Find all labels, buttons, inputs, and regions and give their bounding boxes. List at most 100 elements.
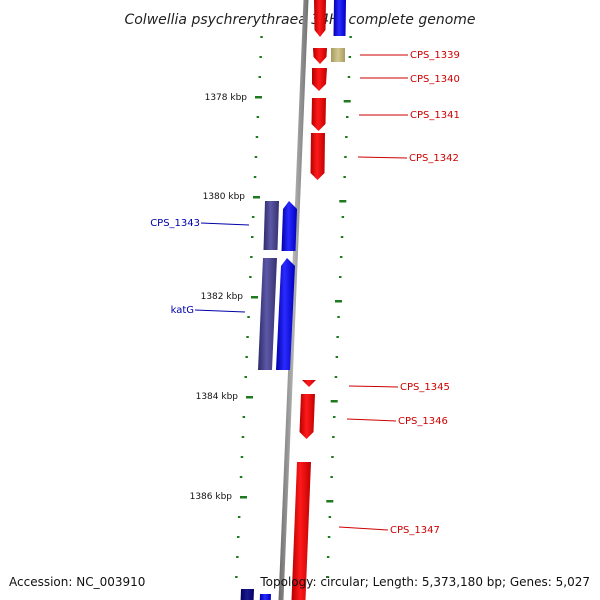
leader-line-cps-1345 bbox=[348, 385, 399, 388]
reverse-gene-bottom bbox=[259, 594, 271, 600]
right-major-tick bbox=[335, 300, 342, 303]
right-minor-tick bbox=[346, 116, 349, 118]
left-minor-tick bbox=[237, 516, 241, 518]
leader-line-cps-1342 bbox=[357, 156, 408, 159]
left-minor-tick bbox=[251, 216, 255, 218]
misc-feature-cps-1339 bbox=[331, 48, 345, 62]
left-minor-tick bbox=[239, 476, 243, 478]
left-minor-tick bbox=[245, 356, 248, 358]
major-tick-group: 1378 kbp 1380 kbp 1382 kbp 1384 kbp 1386… bbox=[190, 93, 262, 502]
right-minor-tick bbox=[339, 256, 343, 258]
right-minor-tick bbox=[339, 276, 342, 278]
gene-label-cps-1341[interactable]: CPS_1341 bbox=[410, 110, 460, 121]
leader-lines bbox=[194, 54, 408, 531]
gene-labels: CPS_1343 katG CPS_1339 CPS_1340 CPS_1341… bbox=[150, 50, 460, 536]
left-minor-tick bbox=[246, 336, 249, 338]
left-minor-tick bbox=[237, 536, 240, 538]
right-major-tick bbox=[330, 400, 338, 403]
left-minor-tick bbox=[240, 456, 244, 458]
tick-label-1386: 1386 kbp bbox=[190, 492, 233, 502]
left-minor-tick bbox=[258, 76, 261, 78]
right-minor-tick bbox=[347, 76, 351, 78]
gene-label-cps-1347[interactable]: CPS_1347 bbox=[390, 525, 440, 536]
forward-gene-cps-1345 bbox=[302, 380, 316, 387]
rna-feature-katg bbox=[258, 258, 277, 370]
gene-label-cps-1346[interactable]: CPS_1346 bbox=[398, 416, 448, 427]
left-minor-tick bbox=[254, 156, 258, 158]
left-minor-tick bbox=[236, 556, 239, 558]
gene-label-cps-1339[interactable]: CPS_1339 bbox=[410, 50, 460, 61]
right-minor-tick bbox=[327, 536, 331, 538]
right-minor-tick bbox=[341, 216, 345, 218]
forward-gene-cps-1339 bbox=[313, 48, 327, 64]
right-minor-tick bbox=[337, 316, 340, 318]
right-minor-tick bbox=[328, 516, 332, 518]
right-minor-tick bbox=[340, 236, 344, 238]
major-tick-1386 bbox=[240, 496, 247, 499]
accession-text: Accession: NC_003910 bbox=[9, 575, 145, 589]
left-minor-tick bbox=[235, 576, 238, 578]
forward-gene-top bbox=[314, 0, 326, 37]
left-minor-tick bbox=[247, 316, 250, 318]
tick-label-1380: 1380 kbp bbox=[203, 192, 246, 202]
reverse-gene-top bbox=[333, 0, 346, 36]
major-tick-1378 bbox=[255, 96, 262, 99]
left-minor-tick bbox=[242, 416, 246, 418]
right-minor-tick bbox=[336, 336, 339, 338]
reverse-gene-cps-1343 bbox=[281, 201, 297, 251]
left-minor-tick bbox=[253, 176, 257, 178]
left-minor-tick bbox=[244, 376, 247, 378]
right-minor-tick bbox=[330, 476, 333, 478]
right-minor-tick bbox=[334, 376, 338, 378]
forward-gene-cps-1346 bbox=[299, 394, 315, 439]
forward-gene-cps-1342 bbox=[310, 133, 325, 180]
gene-label-cps-1342[interactable]: CPS_1342 bbox=[409, 153, 459, 164]
left-minor-tick bbox=[250, 256, 253, 258]
tick-track-left bbox=[235, 36, 263, 578]
leader-line-cps-1346 bbox=[346, 418, 397, 422]
gene-label-katg[interactable]: katG bbox=[171, 305, 194, 316]
major-tick-1384 bbox=[246, 396, 253, 399]
right-minor-tick bbox=[332, 436, 335, 438]
forward-strand-features bbox=[291, 0, 327, 600]
forward-gene-cps-1341 bbox=[311, 98, 326, 131]
left-minor-tick bbox=[255, 136, 259, 138]
forward-gene-cps-1340 bbox=[312, 68, 327, 91]
leader-line-cps-1343 bbox=[200, 222, 250, 226]
tick-label-1384: 1384 kbp bbox=[196, 392, 239, 402]
left-minor-tick bbox=[260, 36, 263, 38]
map-title: Colwellia psychrerythraea 34H, complete … bbox=[124, 12, 475, 28]
rna-feature-cps-1343 bbox=[263, 201, 279, 250]
gene-label-cps-1340[interactable]: CPS_1340 bbox=[410, 74, 460, 85]
right-minor-tick bbox=[331, 456, 334, 458]
right-minor-tick bbox=[344, 156, 347, 158]
right-minor-tick bbox=[326, 576, 329, 578]
major-tick-1380 bbox=[253, 196, 260, 199]
leader-line-cps-1347 bbox=[338, 526, 389, 531]
right-minor-tick bbox=[349, 36, 352, 38]
right-major-tick bbox=[343, 100, 351, 103]
left-minor-tick bbox=[259, 56, 262, 58]
topology-summary-text: Topology: circular; Length: 5,373,180 bp… bbox=[259, 575, 590, 589]
gene-label-cps-1343[interactable]: CPS_1343 bbox=[150, 218, 200, 229]
reverse-gene-katg bbox=[276, 258, 295, 370]
left-minor-tick bbox=[241, 436, 245, 438]
gene-label-cps-1345[interactable]: CPS_1345 bbox=[400, 382, 450, 393]
tick-label-1382: 1382 kbp bbox=[201, 292, 244, 302]
right-minor-tick bbox=[335, 356, 339, 358]
left-minor-tick bbox=[256, 116, 260, 118]
leader-line-katg bbox=[194, 309, 246, 313]
right-minor-tick bbox=[333, 416, 336, 418]
tick-track-right bbox=[326, 36, 352, 578]
right-minor-tick bbox=[343, 176, 346, 178]
tick-label-1378: 1378 kbp bbox=[205, 93, 248, 103]
right-minor-tick bbox=[348, 56, 352, 58]
left-minor-tick bbox=[249, 276, 252, 278]
major-tick-1382 bbox=[251, 296, 258, 299]
right-minor-tick bbox=[326, 556, 330, 558]
forward-gene-cps-1347 bbox=[291, 462, 311, 600]
rna-feature-bottom bbox=[240, 589, 254, 600]
left-minor-tick bbox=[251, 236, 254, 238]
